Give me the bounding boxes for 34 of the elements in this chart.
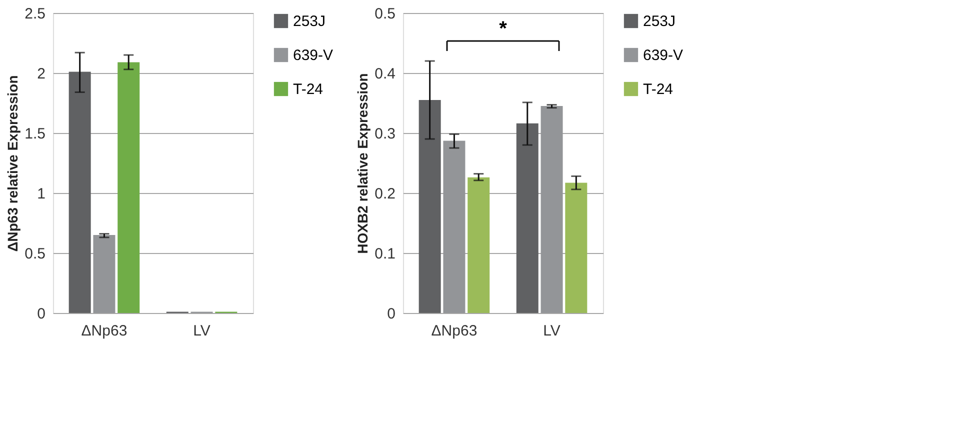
y-tick-label: 0.5 xyxy=(24,246,46,262)
y-tick-label: 0.5 xyxy=(374,6,396,22)
bar xyxy=(468,177,490,313)
legend-label: 639-V xyxy=(643,47,684,64)
y-tick-label: 2.5 xyxy=(24,6,46,22)
y-tick-label: 1 xyxy=(37,186,46,202)
y-tick-label: 2 xyxy=(37,66,46,82)
y-tick-label: 0.1 xyxy=(374,246,396,262)
x-tick-label: ΔNp63 xyxy=(431,322,478,340)
bar xyxy=(68,72,91,313)
y-tick-label: 0.2 xyxy=(374,186,396,202)
legend-label: T-24 xyxy=(293,81,324,98)
bar xyxy=(516,123,538,313)
legend-label: 253J xyxy=(643,13,676,30)
x-tick-label: LV xyxy=(193,322,210,340)
legend-label: 639-V xyxy=(293,47,334,64)
y-axis-title: ΔNp63 relative Expression xyxy=(4,75,21,252)
bar xyxy=(418,100,441,313)
bar xyxy=(93,235,116,313)
y-axis-title: HOXB2 relative Expression xyxy=(354,73,371,254)
annotation: * xyxy=(499,18,508,40)
y-tick-label: 0 xyxy=(387,306,396,322)
y-tick-label: 0.4 xyxy=(374,66,396,82)
x-tick-label: ΔNp63 xyxy=(81,322,128,340)
y-tick-label: 0.3 xyxy=(374,126,396,142)
x-tick-label: LV xyxy=(543,322,560,340)
bar xyxy=(565,182,588,313)
bar xyxy=(118,62,140,313)
bar xyxy=(443,140,466,313)
y-tick-label: 0 xyxy=(37,306,46,322)
legend-label: 253J xyxy=(293,13,326,30)
bar xyxy=(540,106,563,313)
y-tick-label: 1.5 xyxy=(24,126,46,142)
legend-label: T-24 xyxy=(643,81,674,98)
